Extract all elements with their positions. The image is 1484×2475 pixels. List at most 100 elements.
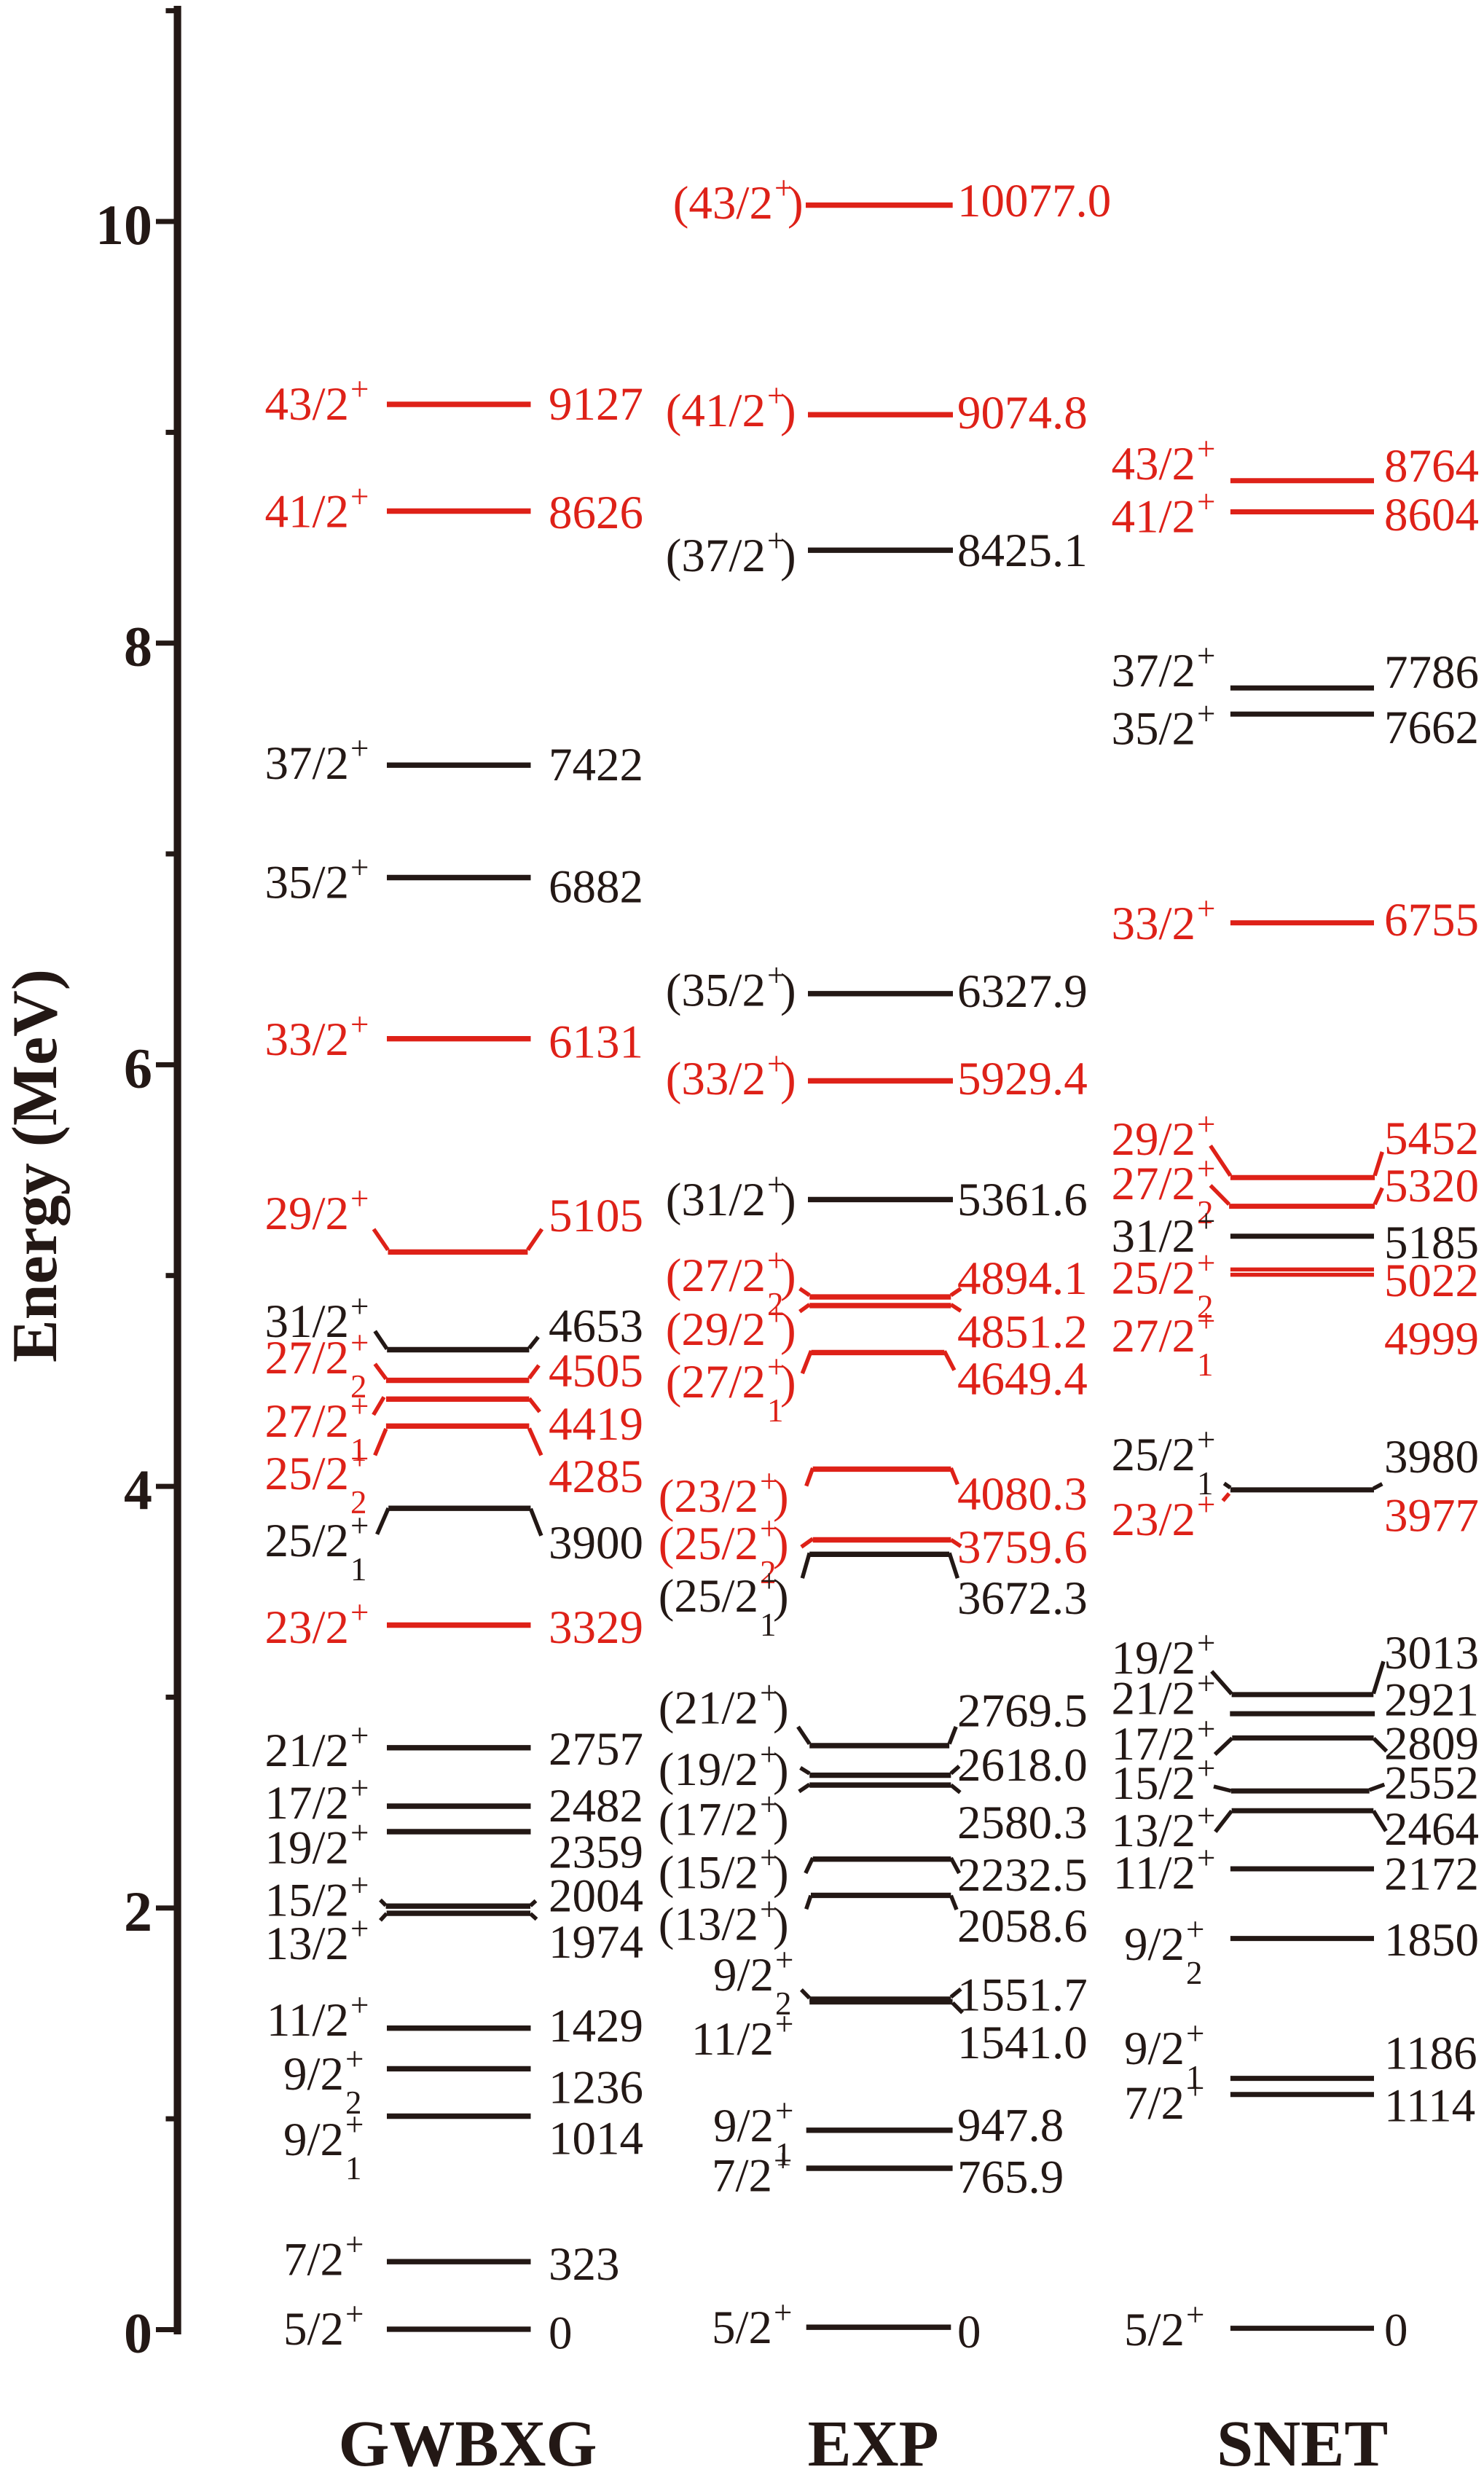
svg-text:25/2: 25/2 bbox=[1111, 1252, 1196, 1305]
svg-text:2359: 2359 bbox=[549, 1827, 643, 1879]
svg-text:5361.6: 5361.6 bbox=[957, 1174, 1088, 1226]
svg-text:2809: 2809 bbox=[1384, 1718, 1479, 1770]
svg-text:+: + bbox=[350, 1770, 369, 1806]
svg-text:(21/2: (21/2 bbox=[659, 1682, 758, 1735]
svg-text:(27/2: (27/2 bbox=[666, 1356, 766, 1408]
svg-text:+: + bbox=[1197, 1625, 1215, 1661]
svg-text:8764: 8764 bbox=[1384, 440, 1479, 493]
svg-text:1: 1 bbox=[767, 1392, 784, 1429]
svg-text:+: + bbox=[1197, 1750, 1215, 1786]
svg-text:31/2: 31/2 bbox=[1111, 1210, 1196, 1263]
svg-text:5185: 5185 bbox=[1384, 1217, 1479, 1269]
svg-text:33/2: 33/2 bbox=[1111, 898, 1196, 950]
svg-text:1: 1 bbox=[350, 1551, 367, 1588]
svg-text:): ) bbox=[788, 177, 804, 230]
svg-text:): ) bbox=[780, 1303, 796, 1356]
svg-text:2172: 2172 bbox=[1384, 1848, 1479, 1900]
svg-text:+: + bbox=[774, 2294, 792, 2331]
svg-text:4649.4: 4649.4 bbox=[957, 1353, 1088, 1405]
svg-text:2: 2 bbox=[124, 1880, 152, 1943]
svg-text:3013: 3013 bbox=[1384, 1627, 1479, 1679]
svg-text:1429: 1429 bbox=[549, 2000, 643, 2052]
svg-text:0: 0 bbox=[957, 2306, 981, 2358]
svg-text:15/2: 15/2 bbox=[1111, 1757, 1196, 1810]
svg-text:+: + bbox=[350, 850, 369, 886]
svg-text:(19/2: (19/2 bbox=[659, 1744, 758, 1796]
svg-text:19/2: 19/2 bbox=[1111, 1632, 1196, 1684]
svg-text:8604: 8604 bbox=[1384, 489, 1479, 541]
svg-text:1114: 1114 bbox=[1384, 2079, 1475, 2132]
svg-text:10077.0: 10077.0 bbox=[957, 175, 1111, 227]
svg-text:+: + bbox=[1197, 1150, 1215, 1187]
svg-text:2: 2 bbox=[350, 1368, 367, 1405]
svg-text:2580.3: 2580.3 bbox=[957, 1797, 1088, 1849]
svg-text:(33/2: (33/2 bbox=[666, 1053, 766, 1105]
svg-text:+: + bbox=[350, 479, 369, 515]
svg-text:1850: 1850 bbox=[1384, 1914, 1479, 1966]
svg-text:21/2: 21/2 bbox=[1111, 1673, 1196, 1725]
svg-text:41/2: 41/2 bbox=[1111, 491, 1196, 544]
svg-text:+: + bbox=[775, 2006, 793, 2042]
svg-text:EXP: EXP bbox=[808, 2408, 939, 2475]
svg-text:1236: 1236 bbox=[549, 2062, 643, 2114]
svg-text:+: + bbox=[350, 1507, 369, 1544]
svg-text:1: 1 bbox=[345, 2150, 362, 2186]
svg-text:2: 2 bbox=[1197, 1289, 1214, 1325]
svg-text:7/2: 7/2 bbox=[283, 2234, 344, 2286]
svg-text:): ) bbox=[773, 1744, 789, 1796]
svg-text:4999: 4999 bbox=[1384, 1313, 1479, 1365]
svg-text:5022: 5022 bbox=[1384, 1255, 1479, 1307]
svg-text:8626: 8626 bbox=[549, 487, 643, 539]
svg-text:5320: 5320 bbox=[1384, 1160, 1479, 1212]
svg-text:+: + bbox=[767, 1046, 785, 1082]
svg-text:2: 2 bbox=[760, 1554, 777, 1590]
svg-text:2: 2 bbox=[345, 2084, 362, 2121]
svg-text:+: + bbox=[767, 1349, 785, 1385]
svg-text:6755: 6755 bbox=[1384, 894, 1479, 946]
svg-text:8425.1: 8425.1 bbox=[957, 525, 1088, 577]
svg-text:4: 4 bbox=[124, 1458, 152, 1521]
svg-text:9/2: 9/2 bbox=[713, 2100, 774, 2152]
svg-text:+: + bbox=[345, 2296, 364, 2332]
svg-text:(43/2: (43/2 bbox=[673, 177, 773, 230]
svg-text:1: 1 bbox=[760, 1607, 777, 1643]
svg-text:+: + bbox=[350, 1910, 369, 1947]
svg-text:+: + bbox=[1197, 1666, 1215, 1702]
svg-text:1: 1 bbox=[350, 1432, 367, 1468]
svg-text:10: 10 bbox=[95, 193, 152, 256]
svg-text:4653: 4653 bbox=[549, 1301, 643, 1353]
svg-text:9/2: 9/2 bbox=[1124, 1918, 1185, 1971]
svg-text:+: + bbox=[1197, 890, 1215, 927]
svg-text:2: 2 bbox=[775, 1985, 792, 2022]
svg-text:): ) bbox=[773, 1794, 789, 1846]
svg-text:35/2: 35/2 bbox=[1111, 703, 1196, 756]
svg-text:): ) bbox=[780, 965, 796, 1017]
svg-text:(25/2: (25/2 bbox=[659, 1518, 758, 1570]
svg-text:(37/2: (37/2 bbox=[666, 530, 766, 582]
svg-text:+: + bbox=[350, 1180, 369, 1217]
svg-text:37/2: 37/2 bbox=[1111, 645, 1196, 697]
svg-text:5452: 5452 bbox=[1384, 1113, 1479, 1165]
svg-text:+: + bbox=[1186, 2070, 1204, 2106]
svg-text:1974: 1974 bbox=[549, 1916, 643, 1969]
svg-text:6131: 6131 bbox=[549, 1016, 643, 1069]
svg-text:2769.5: 2769.5 bbox=[957, 1684, 1088, 1737]
svg-text:4080.3: 4080.3 bbox=[957, 1468, 1088, 1521]
svg-text:GWBXG: GWBXG bbox=[338, 2408, 597, 2475]
svg-text:43/2: 43/2 bbox=[1111, 438, 1196, 490]
svg-text:+: + bbox=[760, 1675, 778, 1711]
svg-text:+: + bbox=[350, 730, 369, 766]
svg-text:43/2: 43/2 bbox=[264, 378, 349, 431]
svg-text:5/2: 5/2 bbox=[1124, 2304, 1185, 2356]
svg-text:21/2: 21/2 bbox=[264, 1725, 349, 1777]
svg-text:2921: 2921 bbox=[1384, 1674, 1479, 1726]
svg-text:9/2: 9/2 bbox=[283, 2048, 344, 2101]
svg-text:25/2: 25/2 bbox=[264, 1448, 349, 1500]
svg-text:+: + bbox=[1197, 1797, 1215, 1834]
svg-text:1: 1 bbox=[775, 2136, 792, 2173]
svg-text:1551.7: 1551.7 bbox=[957, 1969, 1088, 2022]
svg-text:2552: 2552 bbox=[1384, 1757, 1479, 1809]
svg-text:): ) bbox=[780, 1174, 796, 1226]
svg-text:+: + bbox=[1197, 431, 1215, 467]
svg-text:+: + bbox=[760, 1891, 778, 1928]
